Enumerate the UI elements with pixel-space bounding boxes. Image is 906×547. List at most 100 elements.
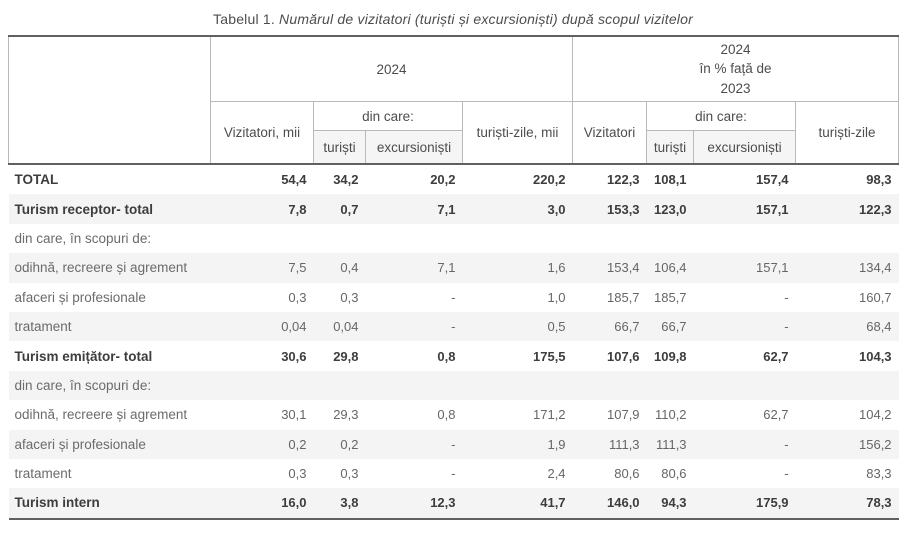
table-row: din care, în scopuri de: (8, 370, 899, 401)
cell-value: 171,2 (533, 407, 566, 423)
cell-value: 83,3 (866, 466, 892, 482)
cell-value: 12,3 (365, 488, 463, 520)
col-header-excursionisti-2: excursioniști (693, 130, 797, 165)
cell-value (314, 371, 366, 400)
cell-value (211, 224, 314, 253)
cell-value: 109,8 (654, 348, 687, 364)
table-body: TOTAL 54,4 34,2 20,2 220,2 122,3 108,1 157,4 98,… (8, 162, 899, 520)
header-sub2-row: turiști excursioniști turiști excursioni… (9, 130, 899, 165)
cell-value: 34,2 (313, 162, 366, 195)
table-row: TOTAL 54,4 34,2 20,2 220,2 122,3 108,1 157,4 98,… (8, 162, 899, 195)
cell-value: 122,3 (572, 162, 647, 195)
cell-value: 7,5 (288, 260, 307, 276)
cell-value: 68,4 (866, 319, 892, 335)
cell-value: 41,7 (462, 488, 573, 520)
cell-value: 62,7 (763, 407, 789, 423)
row-label: Turism emițător- total (14, 348, 153, 364)
cell-value: 29,3 (333, 407, 359, 423)
cell-value: - (784, 289, 789, 305)
row-label: Turism intern (8, 488, 211, 520)
cell-value: - (451, 289, 456, 305)
cell-value: 7,1 (437, 260, 456, 276)
cell-value (694, 224, 796, 253)
cell-value: 30,6 (281, 348, 307, 364)
page-title: Tabelul 1. Numărul de vizitatori (turișt… (0, 0, 906, 27)
cell-value: 153,3 (607, 201, 640, 217)
row-label: odihnă, recreere și agrement (14, 407, 188, 423)
cell-value: 20,2 (365, 162, 463, 195)
cell-value: 107,6 (607, 348, 640, 364)
cell-value: 2,4 (547, 466, 566, 482)
cell-value: 0,04 (281, 319, 307, 335)
col-header-vizitatori-mii: Vizitatori, mii (210, 101, 314, 165)
table-row: tratament 0,04 0,04 - 0,5 66,7 66,7 - 68,4 (8, 311, 899, 342)
col-header-turisti-2: turiști (646, 130, 695, 165)
table-row: Turism emițător- total 30,6 29,8 0,8 175,5 10… (9, 341, 899, 370)
cell-value: 98,3 (795, 162, 899, 195)
cell-value: 153,4 (607, 260, 640, 276)
row-label: tratament (14, 466, 72, 482)
cell-value: 0,3 (288, 466, 307, 482)
cell-value: 123,0 (654, 201, 687, 217)
cell-value: 1,9 (547, 436, 566, 452)
col-header-turisti-1: turiști (313, 130, 366, 165)
cell-value: 62,7 (763, 348, 789, 364)
col-header-turisti-zile-mii: turiști-zile, mii (461, 101, 574, 165)
cell-value: 160,7 (859, 289, 892, 305)
col-header-turisti-zile-pct: turiști-zile (795, 101, 900, 165)
cell-value (463, 224, 573, 253)
cell-value: 157,1 (756, 201, 789, 217)
cell-value: 185,7 (654, 289, 687, 305)
cell-value: 220,2 (462, 162, 573, 195)
group-header-2024: 2024 (209, 35, 574, 102)
cell-value: 134,4 (859, 260, 892, 276)
cell-value (211, 371, 314, 400)
header-sub-row: Vizitatori, mii din care: turiști-zile, … (9, 101, 900, 165)
cell-value: 0,5 (547, 319, 566, 335)
cell-value: 7,1 (437, 201, 456, 217)
cell-value (463, 371, 573, 400)
cell-value: 1,0 (547, 289, 566, 305)
cell-value: - (784, 466, 789, 482)
cell-value: 3,0 (547, 201, 566, 217)
cell-value (573, 224, 647, 253)
cell-value: 110,2 (654, 407, 687, 423)
group-header-2024-percent: 2024 în % față de 2023 (572, 35, 900, 102)
row-label: din care, în scopuri de: (14, 230, 152, 246)
cell-value: 29,8 (333, 348, 359, 364)
cell-value: 1,6 (547, 260, 566, 276)
cell-value: - (451, 319, 456, 335)
cell-value (647, 371, 694, 400)
cell-value: 0,4 (340, 260, 359, 276)
cell-value: 7,8 (288, 201, 307, 217)
cell-value: 0,2 (288, 436, 307, 452)
cell-value: 54,4 (210, 162, 314, 195)
cell-value: 122,3 (859, 201, 892, 217)
table-row: Turism receptor- total 7,8 0,7 7,1 3,0 153,3 1… (8, 194, 899, 224)
cell-value (647, 224, 694, 253)
table-row: afaceri și profesionale 0,2 0,2 - 1,9 111,3 11… (8, 429, 899, 459)
cell-value: 30,1 (281, 407, 307, 423)
cell-value: 157,1 (756, 260, 789, 276)
cell-value: 0,3 (340, 289, 359, 305)
table-row: tratament 0,3 0,3 - 2,4 80,6 80,6 - 83,3 (9, 459, 899, 488)
cell-value: 16,0 (210, 488, 314, 520)
cell-value: 66,7 (661, 319, 687, 335)
cell-value: - (451, 466, 456, 482)
cell-value (694, 371, 796, 400)
cell-value: 108,1 (646, 162, 694, 195)
col-header-vizitatori-pct: Vizitatori (572, 101, 648, 165)
cell-value: - (784, 319, 789, 335)
cell-value: 0,8 (437, 348, 456, 364)
cell-value: 104,3 (859, 348, 892, 364)
cell-value: 66,7 (614, 319, 640, 335)
col-header-din-care-1: din care: (313, 101, 463, 131)
cell-value (573, 371, 647, 400)
title-prefix: Tabelul 1. (213, 11, 275, 27)
cell-value: 175,5 (533, 348, 566, 364)
cell-value (314, 224, 366, 253)
cell-value: 111,3 (655, 436, 687, 452)
col-header-excursionisti-1: excursioniști (365, 130, 463, 165)
table-row: din care, în scopuri de: (9, 224, 899, 253)
